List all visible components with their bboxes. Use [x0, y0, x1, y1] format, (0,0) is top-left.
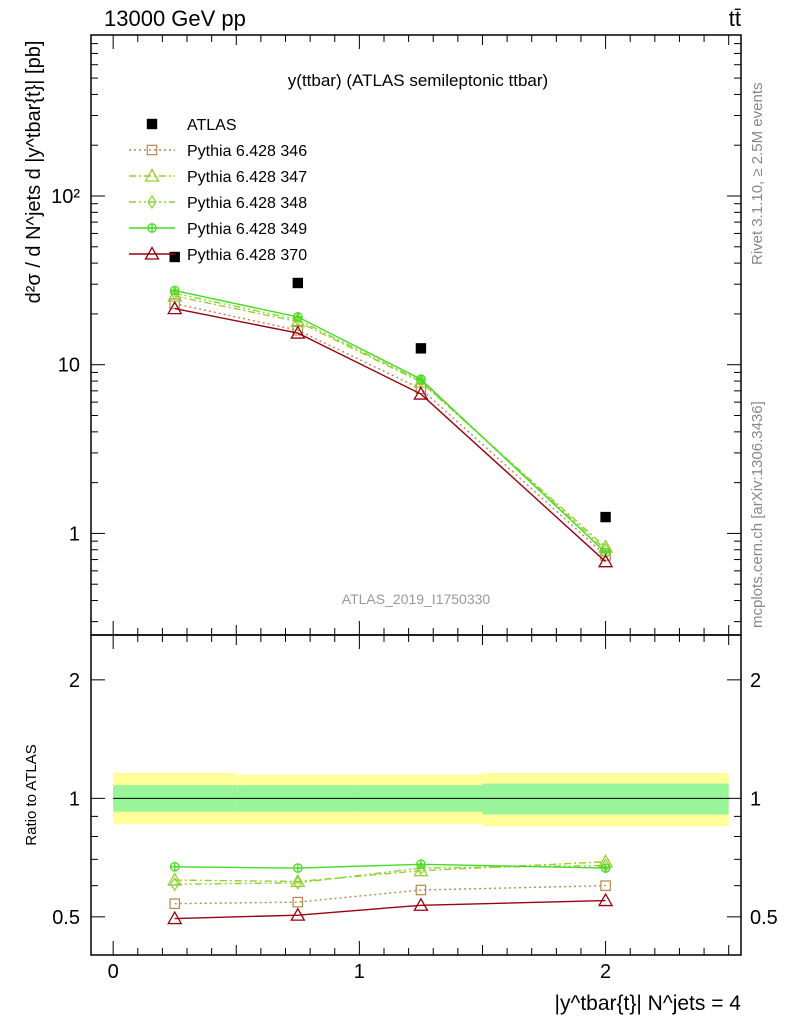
data-point — [293, 875, 303, 890]
data-point — [416, 374, 426, 385]
series-line — [174, 864, 606, 885]
ratio-y-tick-label-right: 2 — [750, 670, 761, 692]
data-point — [292, 863, 303, 873]
series-line — [174, 863, 606, 869]
data-point — [169, 898, 181, 909]
legend-marker — [146, 118, 158, 130]
ratio-panel: 0.5 0.5 1 1 2 2 0 1 2 Ratio to ATLAS |y^tbar{t}|… — [23, 634, 778, 1015]
data-point — [290, 325, 306, 339]
mcplots-label: mcplots.cern.ch [arXiv:1306.3436] — [749, 401, 766, 628]
ratio-y-axis-label: Ratio to ATLAS — [23, 744, 40, 845]
legend-label: Pythia 6.428 347 — [187, 169, 307, 186]
ratio-y-tick-label: 1 — [69, 788, 80, 810]
series-pythia-6-428-370 — [167, 300, 614, 568]
data-point — [167, 910, 183, 925]
data-point — [416, 859, 426, 870]
data-point — [169, 877, 180, 892]
data-point — [169, 285, 180, 296]
y-tick-label: 10 — [58, 355, 80, 377]
process-label: tt̄ — [729, 6, 741, 31]
plot-title: y(ttbar) (ATLAS semileptonic ttbar) — [288, 71, 548, 90]
data-point — [413, 897, 429, 911]
legend-item: Pythia 6.428 346 — [129, 143, 307, 160]
data-point — [169, 861, 180, 872]
legend-marker — [147, 223, 157, 233]
data-point — [416, 861, 426, 876]
legend: ATLAS Pythia 6.428 346 Pythia 6.428 347 Pyt… — [129, 117, 307, 264]
x-axis-label: |y^tbar{t}| N^jets = 4 — [555, 992, 742, 1015]
data-point — [169, 251, 180, 263]
data-point — [413, 386, 429, 400]
data-point — [292, 896, 304, 908]
energy-label: 13000 GeV pp — [104, 6, 246, 31]
series-atlas — [169, 251, 611, 523]
legend-marker — [147, 194, 157, 210]
data-point — [597, 553, 614, 568]
series-line — [174, 899, 606, 920]
series-pythia-6-428-347 — [167, 288, 614, 553]
legend-label: Pythia 6.428 346 — [187, 143, 307, 160]
legend-label: Pythia 6.428 349 — [187, 221, 307, 238]
legend-item: Pythia 6.428 349 — [129, 221, 307, 238]
ratio-y-tick-label: 2 — [69, 670, 80, 692]
ratio-series-pythia-6-428-346 — [169, 880, 611, 909]
series-line — [174, 302, 607, 557]
data-point — [167, 300, 183, 315]
series-pythia-6-428-349 — [169, 285, 611, 558]
y-tick-label: 10² — [51, 186, 80, 208]
x-tick-label: 2 — [600, 961, 611, 983]
series-pythia-6-428-348 — [169, 286, 611, 557]
main-y-axis-label: d²σ / d N^jets d |y^tbar{t}| [pb] — [23, 41, 45, 304]
legend-marker — [146, 144, 158, 156]
ratio-y-tick-label: 0.5 — [52, 907, 80, 929]
data-point — [290, 907, 306, 921]
series-line — [174, 289, 607, 554]
data-point — [597, 892, 614, 907]
uncertainty-band-inner — [482, 783, 729, 815]
ratio-frame — [90, 634, 742, 956]
watermark: ATLAS_2019_I1750330 — [342, 591, 491, 607]
rivet-label: Rivet 3.1.10, ≥ 2.5M events — [749, 83, 766, 266]
legend-marker — [144, 168, 160, 182]
legend-item: Pythia 6.428 347 — [129, 168, 307, 186]
series-line — [174, 292, 607, 551]
legend-label: ATLAS — [187, 117, 237, 134]
x-tick-label: 1 — [354, 961, 365, 983]
ratio-y-tick-label-right: 0.5 — [750, 907, 778, 929]
ratio-y-tick-label-right: 1 — [750, 788, 761, 810]
legend-item: Pythia 6.428 370 — [129, 246, 307, 264]
main-panel: y(ttbar) (ATLAS semileptonic ttbar) ATLA… — [23, 34, 742, 636]
x-tick-label: 0 — [108, 961, 119, 983]
data-point — [600, 511, 611, 523]
series-line — [174, 307, 607, 563]
ratio-series-pythia-6-428-370 — [167, 892, 614, 925]
legend-label: Pythia 6.428 348 — [187, 195, 307, 212]
data-point — [600, 880, 611, 891]
ratio-series-pythia-6-428-347 — [167, 853, 614, 888]
legend-label: Pythia 6.428 370 — [187, 247, 307, 264]
data-point — [415, 343, 427, 354]
series-line — [174, 295, 607, 548]
ratio-series-pythia-6-428-348 — [169, 858, 611, 892]
data-point — [167, 872, 183, 886]
y-tick-label: 1 — [69, 523, 80, 545]
series-line — [174, 884, 606, 905]
data-point — [292, 312, 303, 322]
legend-item: ATLAS — [146, 117, 237, 134]
series-pythia-6-428-346 — [169, 298, 611, 561]
data-point — [415, 884, 427, 896]
data-point — [600, 863, 611, 873]
data-point — [292, 277, 304, 289]
ratio-series-pythia-6-428-349 — [169, 859, 611, 873]
legend-marker — [144, 246, 160, 260]
legend-item: Pythia 6.428 348 — [129, 194, 307, 212]
